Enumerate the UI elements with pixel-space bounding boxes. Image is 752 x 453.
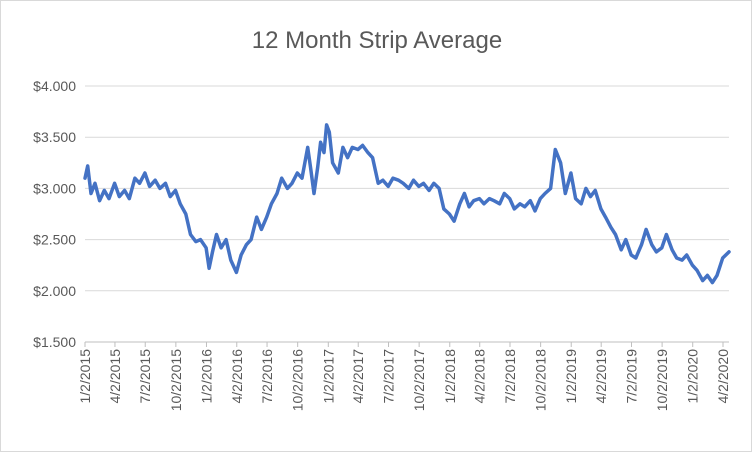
x-tick-label: 10/2/2017 <box>411 349 427 411</box>
y-tick-label: $1.500 <box>33 334 76 350</box>
x-tick-label: 10/2/2015 <box>168 349 184 411</box>
y-tick-label: $4.000 <box>33 78 76 94</box>
y-tick-label: $3.000 <box>33 180 76 196</box>
x-axis-ticks: 1/2/2015 4/2/2015 7/2/2015 10/2/2015 1/2/201… <box>77 342 731 411</box>
series-line <box>83 123 731 285</box>
x-tick-label: 1/2/2019 <box>563 349 579 404</box>
x-tick-label: 4/2/2016 <box>229 349 245 404</box>
y-tick-label: $2.500 <box>33 232 76 248</box>
x-tick-label: 7/2/2016 <box>259 349 275 404</box>
x-tick-label: 1/2/2018 <box>442 349 458 404</box>
x-tick-label: 7/2/2017 <box>381 349 397 404</box>
x-tick-label: 1/2/2016 <box>198 349 214 404</box>
x-tick-label: 10/2/2018 <box>533 349 549 411</box>
y-axis-ticks: $1.500 $2.000 $2.500 $3.000 $3.500 $4.000 <box>33 78 76 350</box>
x-tick-label: 4/2/2019 <box>593 349 609 404</box>
x-tick-label: 4/2/2020 <box>715 349 731 404</box>
x-tick-label: 1/2/2020 <box>685 349 701 404</box>
series-layer <box>83 123 731 285</box>
gridlines <box>85 85 729 343</box>
y-tick-label: $2.000 <box>33 283 76 299</box>
x-tick-label: 4/2/2017 <box>350 349 366 404</box>
x-tick-label: 4/2/2018 <box>472 349 488 404</box>
y-tick-label: $3.500 <box>33 129 76 145</box>
x-tick-label: 1/2/2017 <box>320 349 336 404</box>
x-tick-label: 4/2/2015 <box>107 349 123 404</box>
x-tick-label: 7/2/2015 <box>137 349 153 404</box>
x-tick-label: 10/2/2016 <box>290 349 306 411</box>
x-tick-label: 7/2/2018 <box>502 349 518 404</box>
x-tick-label: 7/2/2019 <box>623 349 639 404</box>
x-tick-label: 10/2/2019 <box>654 349 670 411</box>
x-tick-label: 1/2/2015 <box>77 349 93 404</box>
chart-title: 12 Month Strip Average <box>252 27 502 54</box>
